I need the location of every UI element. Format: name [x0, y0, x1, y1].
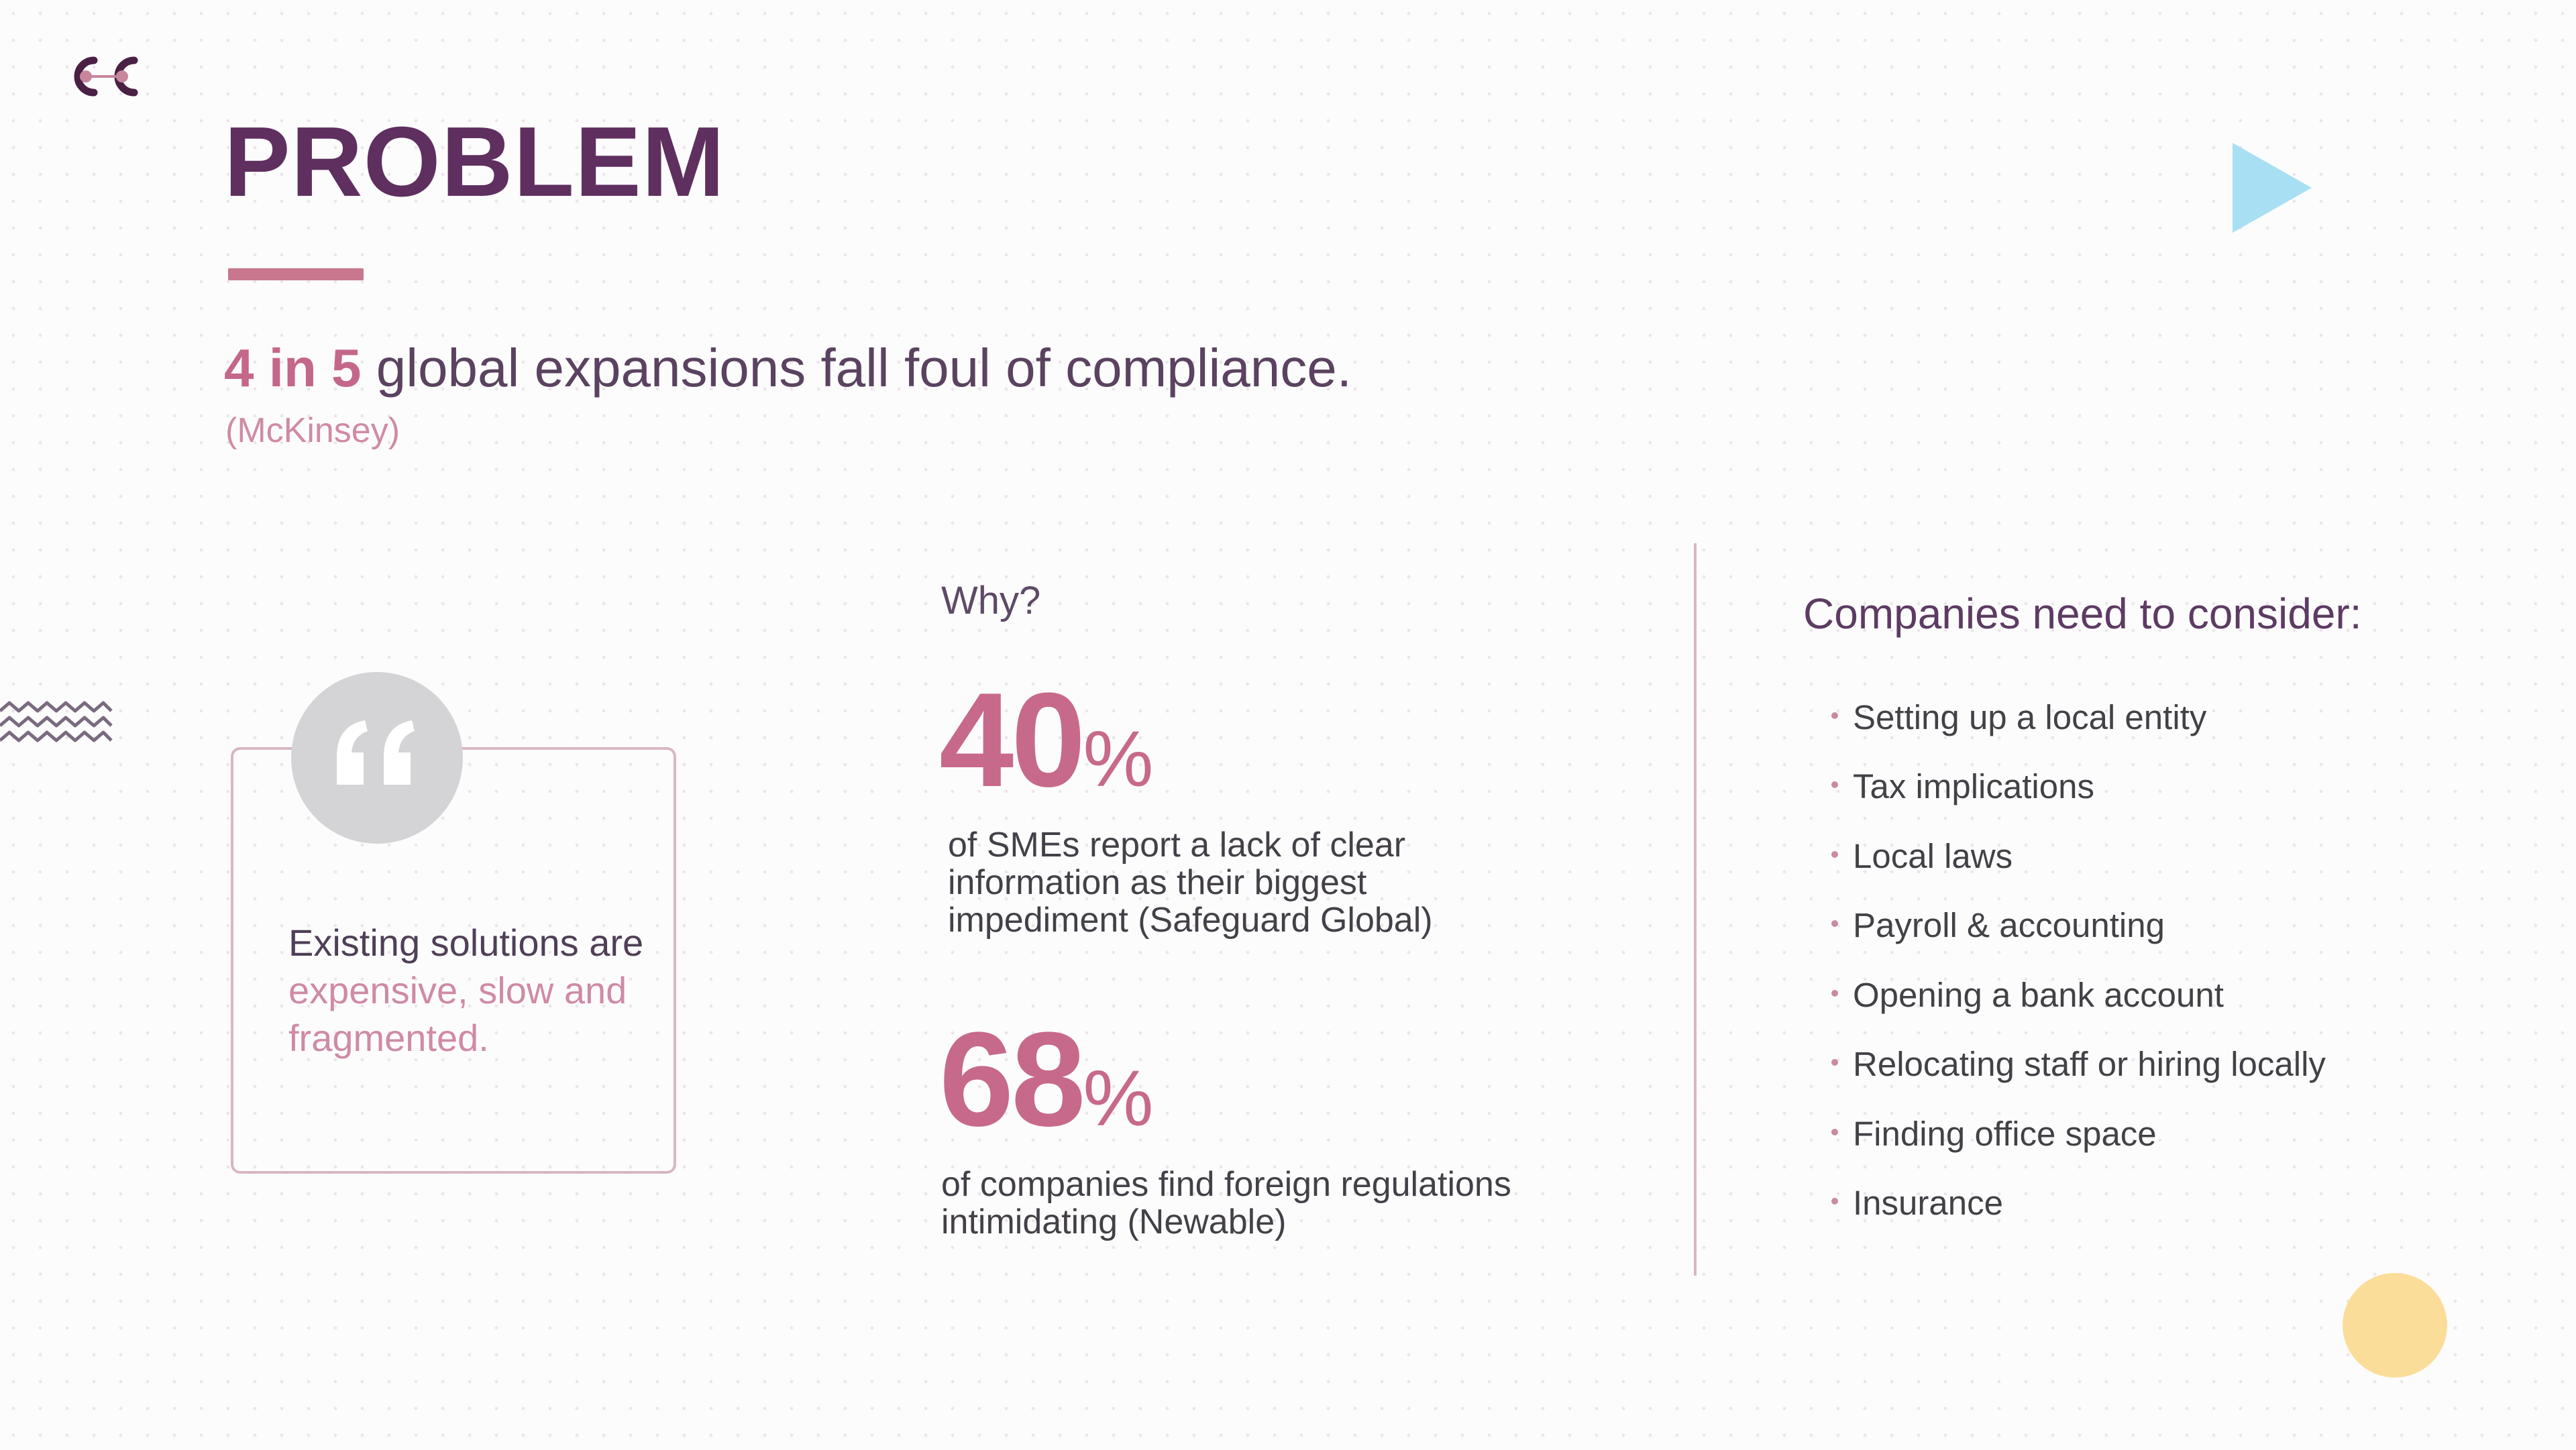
list-item: Payroll & accounting	[1831, 891, 2326, 961]
bullet-icon	[1831, 712, 1838, 719]
stat-number: 40	[939, 665, 1085, 815]
stat-value-2: 68%	[939, 1013, 1153, 1147]
headline: 4 in 5 global expansions fall foul of co…	[224, 339, 1352, 398]
quote-text-accent: expensive, slow and fragmented.	[288, 969, 627, 1059]
list-item-label: Opening a bank account	[1853, 975, 2224, 1014]
circle-decoration-icon	[2343, 1273, 2447, 1378]
list-item-label: Insurance	[1853, 1184, 2003, 1223]
headline-source: (McKinsey)	[225, 411, 400, 450]
title-underline	[228, 268, 364, 280]
cc-link-logo-icon	[74, 56, 138, 97]
stat-description-1: of SMEs report a lack of clear informati…	[948, 826, 1433, 940]
list-item: Finding office space	[1831, 1099, 2326, 1169]
headline-highlight: 4 in 5	[224, 338, 362, 398]
bullet-icon	[1831, 920, 1838, 928]
stat-number: 68	[939, 1005, 1085, 1154]
list-item: Setting up a local entity	[1831, 683, 2326, 752]
consider-heading: Companies need to consider:	[1803, 590, 2362, 638]
headline-text: global expansions fall foul of complianc…	[361, 338, 1352, 398]
list-item: Opening a bank account	[1831, 960, 2326, 1030]
stat-unit: %	[1083, 715, 1154, 803]
stat-value-1: 40%	[939, 673, 1153, 807]
list-item-label: Tax implications	[1853, 767, 2094, 806]
stat-unit: %	[1083, 1054, 1154, 1143]
list-item-label: Finding office space	[1853, 1114, 2157, 1153]
quote-mark-icon	[337, 720, 415, 785]
bullet-icon	[1831, 1059, 1838, 1066]
list-item-label: Local laws	[1853, 836, 2013, 875]
quote-text: Existing solutions are expensive, slow a…	[288, 919, 664, 1062]
zigzag-waves-icon	[0, 698, 114, 752]
bullet-icon	[1831, 1198, 1838, 1205]
list-item: Relocating staff or hiring locally	[1831, 1030, 2326, 1100]
bullet-icon	[1831, 850, 1838, 858]
list-item-label: Setting up a local entity	[1853, 698, 2207, 736]
list-item-label: Relocating staff or hiring locally	[1853, 1045, 2326, 1084]
why-heading: Why?	[941, 579, 1041, 622]
consider-list: Setting up a local entity Tax implicatio…	[1831, 683, 2326, 1238]
quote-text-plain: Existing solutions are	[288, 922, 644, 964]
quote-badge	[291, 672, 463, 844]
list-item: Insurance	[1831, 1169, 2326, 1239]
company-logo	[59, 51, 146, 102]
list-item: Tax implications	[1831, 752, 2326, 822]
bullet-icon	[1831, 1128, 1838, 1135]
stat-description-2: of companies find foreign regulations in…	[941, 1165, 1511, 1241]
page-title: PROBLEM	[224, 107, 725, 217]
column-divider	[1694, 543, 1697, 1276]
play-triangle-icon	[2233, 143, 2312, 233]
list-item-label: Payroll & accounting	[1853, 906, 2165, 945]
bullet-icon	[1831, 989, 1838, 997]
bullet-icon	[1831, 781, 1838, 789]
list-item: Local laws	[1831, 822, 2326, 891]
